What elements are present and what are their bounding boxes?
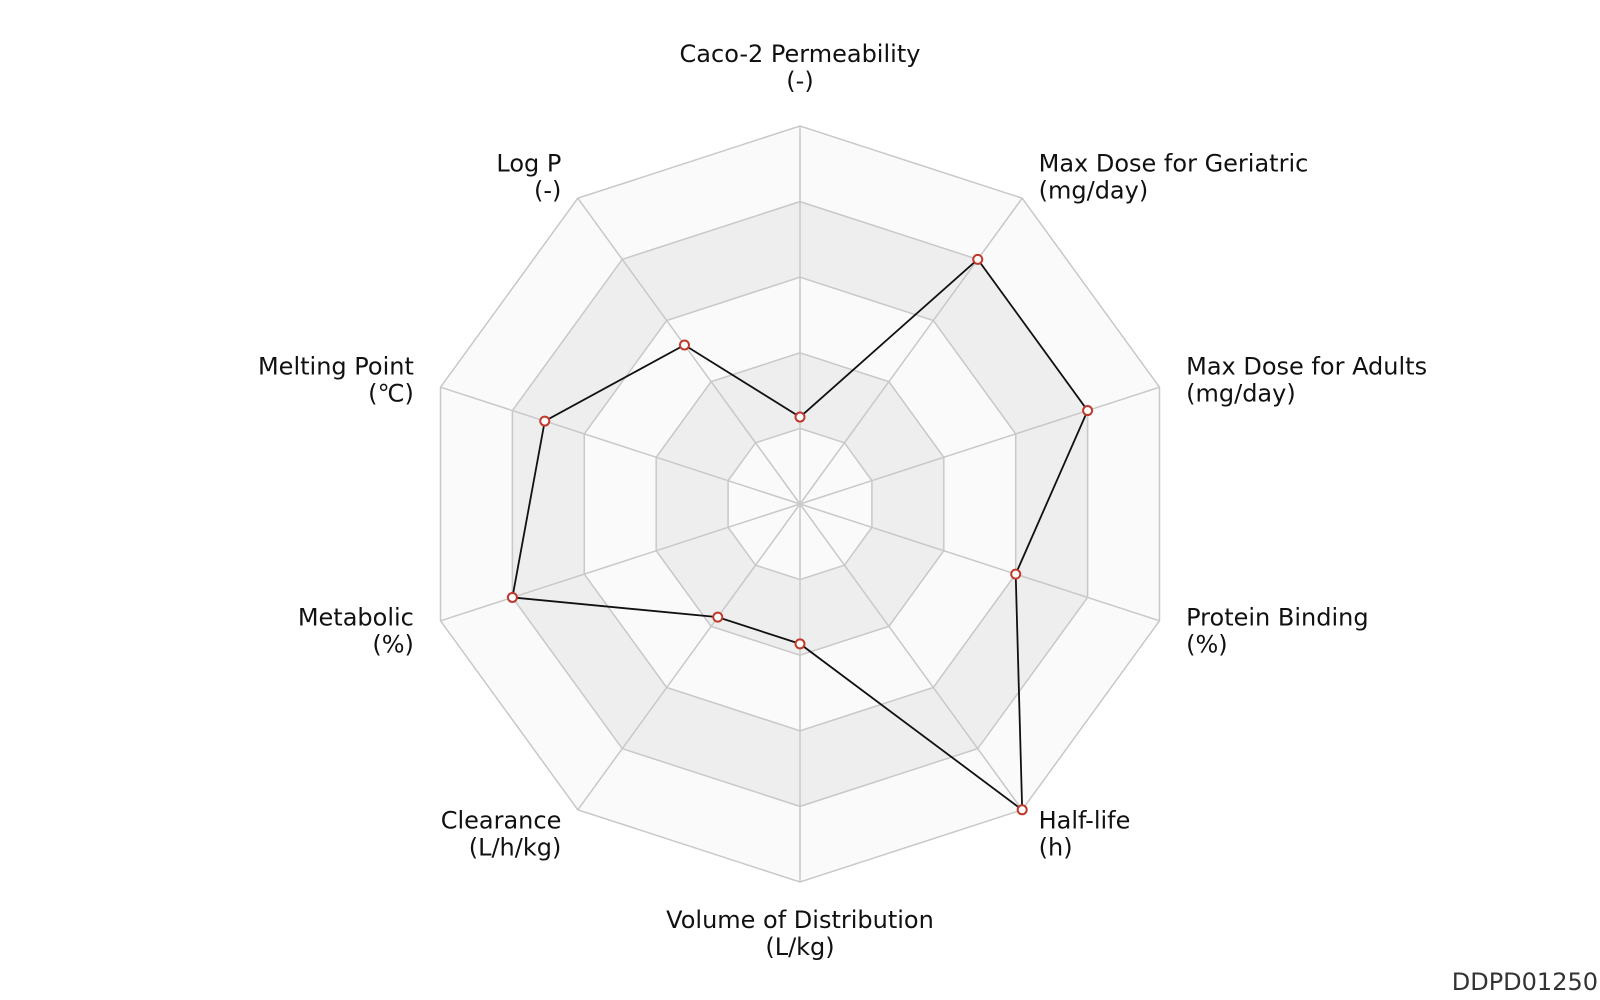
axis-spoke bbox=[799, 503, 1023, 811]
axis-label: Half-life (h) bbox=[1039, 806, 1131, 861]
axis-name: Metabolic bbox=[298, 603, 414, 631]
data-point bbox=[712, 611, 724, 623]
axis-label: Max Dose for Geriatric (mg/day) bbox=[1039, 150, 1309, 205]
axis-labels: Caco-2 Permeability (-)Max Dose for Geria… bbox=[258, 40, 1427, 961]
data-point bbox=[539, 415, 551, 427]
axis-unit: (mg/day) bbox=[1039, 177, 1149, 205]
chart-id-label: DDPD01250 bbox=[1451, 968, 1598, 996]
axis-label: Max Dose for Adults (mg/day) bbox=[1186, 353, 1427, 408]
axis-spoke bbox=[577, 503, 801, 811]
axis-spoke bbox=[799, 503, 1160, 622]
axis-unit: (mg/day) bbox=[1186, 380, 1296, 408]
axis-name: Volume of Distribution bbox=[666, 906, 934, 934]
axis-unit: (L/kg) bbox=[765, 933, 834, 961]
data-point bbox=[1016, 804, 1028, 816]
data-point bbox=[506, 591, 518, 603]
data-point bbox=[1082, 405, 1094, 417]
axis-name: Max Dose for Adults bbox=[1186, 353, 1427, 381]
data-point bbox=[794, 411, 806, 423]
data-series bbox=[506, 253, 1094, 816]
axis-name: Half-life bbox=[1039, 806, 1131, 834]
axis-label: Caco-2 Permeability (-) bbox=[680, 40, 921, 95]
axis-name: Caco-2 Permeability bbox=[680, 40, 921, 68]
axis-spoke bbox=[440, 386, 801, 505]
axis-label: Melting Point (℃) bbox=[258, 353, 414, 408]
axis-label: Log P (-) bbox=[496, 150, 561, 205]
axis-label: Protein Binding (%) bbox=[1186, 603, 1368, 658]
axis-unit: (%) bbox=[1186, 630, 1228, 658]
axis-spoke bbox=[440, 503, 801, 622]
data-point bbox=[678, 339, 690, 351]
axis-label: Clearance (L/h/kg) bbox=[441, 806, 562, 861]
axis-unit: (L/h/kg) bbox=[469, 833, 562, 861]
axis-spoke bbox=[799, 386, 1160, 505]
data-point bbox=[1010, 568, 1022, 580]
axis-spokes bbox=[440, 126, 1160, 882]
axis-unit: (-) bbox=[534, 177, 561, 205]
axis-unit: (%) bbox=[372, 630, 414, 658]
axis-unit: (-) bbox=[786, 67, 813, 95]
data-point bbox=[972, 253, 984, 265]
axis-unit: (h) bbox=[1039, 833, 1073, 861]
axis-label: Volume of Distribution (L/kg) bbox=[666, 906, 934, 961]
axis-name: Max Dose for Geriatric bbox=[1039, 150, 1309, 178]
data-point bbox=[794, 638, 806, 650]
axis-name: Clearance bbox=[441, 806, 562, 834]
axis-spoke bbox=[799, 197, 1023, 505]
axis-label: Metabolic (%) bbox=[298, 603, 414, 658]
axis-name: Melting Point bbox=[258, 353, 414, 381]
axis-name: Protein Binding bbox=[1186, 603, 1368, 631]
axis-name: Log P bbox=[496, 150, 561, 178]
axis-spoke bbox=[577, 197, 801, 505]
axis-unit: (℃) bbox=[368, 380, 414, 408]
